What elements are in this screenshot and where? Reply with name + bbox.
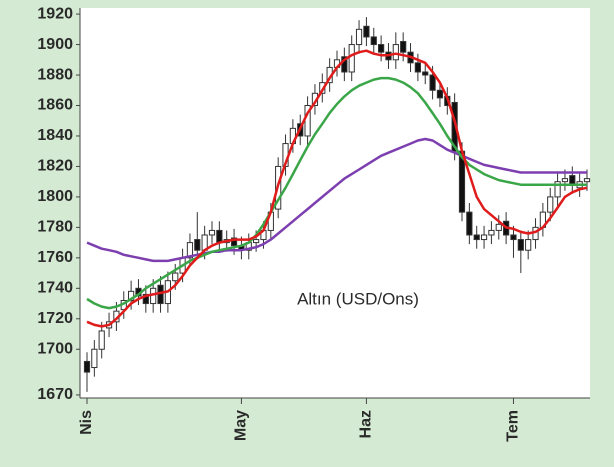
candle-body <box>142 293 149 305</box>
candle-body <box>392 44 399 61</box>
candle-body <box>253 239 260 244</box>
y-tick-label: 1920 <box>37 5 73 22</box>
candle-body <box>186 242 194 259</box>
candle-body <box>348 44 355 73</box>
moving-average-line <box>86 137 587 263</box>
y-tick-label: 1820 <box>37 158 73 175</box>
candle-body <box>547 196 554 213</box>
candle-body <box>495 223 502 231</box>
y-tick-label: 1900 <box>37 36 73 53</box>
candle-body <box>98 330 105 350</box>
candle-body <box>370 36 377 46</box>
annotation: Altın (USD/Ons) <box>297 289 419 308</box>
candle-body <box>480 234 488 241</box>
y-tick-label: 1780 <box>37 219 73 236</box>
y-tick-label: 1700 <box>37 340 73 357</box>
y-tick-label: 1720 <box>37 310 73 327</box>
y-tick-label: 1880 <box>37 66 73 83</box>
y-tick-label: 1740 <box>37 280 73 297</box>
plot-area <box>80 8 590 398</box>
candle-body <box>473 234 480 241</box>
x-tick-label: May <box>233 410 250 441</box>
candle-body <box>194 239 201 251</box>
y-tick-label: 1860 <box>37 97 73 114</box>
candle-body <box>172 272 179 282</box>
candle-body <box>230 237 238 247</box>
candle-body <box>208 229 216 236</box>
x-tick-label: Tem <box>505 410 522 442</box>
y-tick-label: 1800 <box>37 188 73 205</box>
candle-body <box>363 25 370 38</box>
candle-body <box>525 239 532 251</box>
candle-body <box>510 234 517 241</box>
candle-body <box>400 41 407 53</box>
candle-body <box>378 44 385 53</box>
candle-body <box>414 62 421 73</box>
x-tick-label: Nis <box>78 410 95 435</box>
candle-body <box>569 175 576 186</box>
y-tick-label: 1840 <box>37 127 73 144</box>
y-tick-label: 1760 <box>37 249 73 266</box>
candle-body <box>341 56 348 73</box>
candle-body <box>216 229 223 244</box>
x-tick-label: Haz <box>358 410 375 438</box>
candle-body <box>83 360 91 373</box>
moving-average-line <box>86 49 588 328</box>
candle-body <box>429 74 436 91</box>
y-tick-label: 1670 <box>37 386 73 403</box>
candle-body <box>91 348 98 369</box>
candle-body <box>583 178 591 183</box>
candle-body <box>554 181 561 198</box>
candle-body <box>355 28 363 46</box>
moving-average-line <box>86 76 587 310</box>
candle-body <box>436 89 444 99</box>
candle-body <box>517 239 524 251</box>
candle-body <box>422 71 429 76</box>
candle-body <box>466 211 473 236</box>
candle-body <box>488 229 495 236</box>
candle-body <box>561 178 569 183</box>
